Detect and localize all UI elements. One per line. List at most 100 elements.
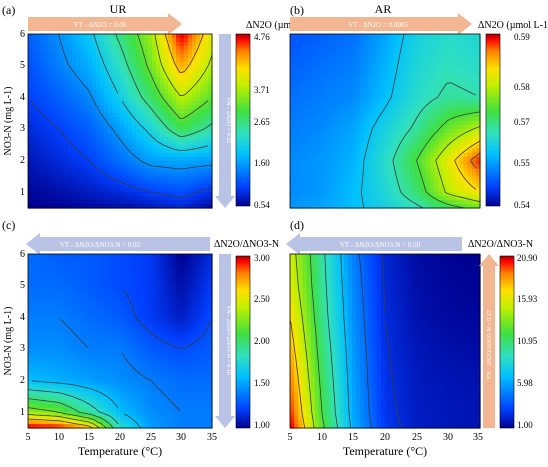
heatmap-cell	[306, 101, 312, 106]
heatmap-cell	[442, 57, 448, 63]
heatmap-cell	[36, 305, 41, 310]
heatmap-cell	[204, 81, 209, 86]
heatmap-cell	[372, 180, 378, 185]
heatmap-cell	[180, 37, 185, 43]
heatmap-cell	[112, 49, 117, 55]
heatmap-cell	[112, 301, 117, 306]
heatmap-cell	[164, 164, 169, 170]
heatmap-cell	[471, 148, 477, 154]
panel-b-heatmap	[289, 33, 481, 209]
heatmap-cell	[208, 164, 213, 170]
heatmap-cell	[306, 81, 312, 86]
heatmap-cell	[124, 109, 129, 114]
heatmap-cell	[52, 101, 57, 106]
heatmap-cell	[188, 132, 193, 138]
heatmap-cell	[172, 172, 177, 177]
heatmap-cell	[48, 101, 53, 106]
heatmap-cell	[351, 168, 357, 173]
heatmap-cell	[471, 101, 477, 106]
heatmap-cell	[204, 297, 209, 303]
heatmap-cell	[88, 188, 93, 193]
heatmap-cell	[64, 69, 69, 75]
heatmap-cell	[72, 254, 77, 259]
heatmap-cell	[385, 45, 390, 51]
heatmap-cell	[471, 113, 477, 118]
heatmap-cell	[72, 281, 77, 287]
heatmap-cell	[196, 269, 201, 275]
heatmap-cell	[290, 77, 295, 83]
heatmap-cell	[192, 273, 197, 279]
heatmap-cell	[120, 124, 125, 130]
heatmap-cell	[168, 273, 173, 279]
heatmap-cell	[475, 140, 481, 146]
heatmap-cell	[302, 148, 308, 154]
heatmap-cell	[48, 188, 53, 193]
heatmap-cell	[112, 277, 117, 283]
heatmap-cell	[172, 164, 177, 170]
heatmap-cell	[364, 61, 370, 67]
heatmap-cell	[32, 69, 37, 75]
heatmap-cell	[438, 81, 444, 86]
heatmap-cell	[160, 305, 165, 310]
heatmap-cell	[372, 101, 378, 106]
heatmap-cell	[188, 34, 193, 39]
heatmap-cell	[459, 34, 465, 39]
heatmap-cell	[393, 65, 398, 71]
heatmap-cell	[48, 164, 53, 170]
heatmap-cell	[385, 132, 390, 138]
heatmap-cell	[116, 281, 121, 287]
heatmap-cell	[294, 172, 299, 177]
heatmap-cell	[364, 136, 370, 142]
heatmap-cell	[96, 61, 101, 67]
heatmap-cell	[380, 128, 386, 134]
heatmap-cell	[60, 285, 65, 291]
heatmap-cell	[156, 136, 161, 142]
heatmap-cell	[298, 144, 303, 150]
heatmap-cell	[112, 152, 117, 158]
heatmap-cell	[28, 105, 33, 110]
heatmap-cell	[40, 101, 45, 106]
heatmap-cell	[327, 136, 332, 142]
heatmap-cell	[148, 261, 153, 267]
heatmap-cell	[327, 200, 332, 205]
heatmap-cell	[310, 121, 316, 126]
heatmap-cell	[40, 281, 45, 287]
heatmap-cell	[389, 65, 394, 71]
heatmap-cell	[208, 144, 213, 150]
heatmap-cell	[290, 200, 295, 205]
heatmap-cell	[152, 184, 157, 189]
heatmap-cell	[335, 69, 341, 75]
heatmap-cell	[184, 124, 189, 130]
heatmap-cell	[80, 113, 85, 118]
heatmap-cell	[96, 309, 101, 314]
heatmap-cell	[192, 281, 197, 287]
heatmap-cell	[108, 188, 113, 193]
heatmap-cell	[376, 172, 382, 177]
heatmap-cell	[168, 34, 173, 39]
heatmap-cell	[44, 73, 49, 79]
heatmap-cell	[446, 45, 452, 51]
heatmap-cell	[294, 180, 299, 185]
heatmap-cell	[314, 172, 320, 177]
heatmap-cell	[442, 132, 448, 138]
heatmap-cell	[294, 85, 299, 90]
heatmap-cell	[200, 77, 205, 83]
heatmap-cell	[128, 34, 133, 39]
heatmap-cell	[108, 261, 113, 267]
heatmap-cell	[368, 148, 374, 154]
heatmap-cell	[204, 73, 209, 79]
heatmap-cell	[40, 265, 45, 271]
heatmap-cell	[52, 49, 57, 55]
heatmap-cell	[96, 281, 101, 287]
heatmap-cell	[380, 117, 386, 122]
heatmap-cell	[376, 34, 382, 39]
heatmap-cell	[314, 176, 320, 181]
heatmap-cell	[385, 69, 390, 75]
heatmap-cell	[84, 69, 89, 75]
heatmap-cell	[144, 176, 149, 181]
heatmap-cell	[144, 85, 149, 90]
heatmap-cell	[168, 168, 173, 173]
heatmap-cell	[124, 45, 129, 51]
heatmap-cell	[156, 168, 161, 173]
heatmap-cell	[409, 128, 415, 134]
